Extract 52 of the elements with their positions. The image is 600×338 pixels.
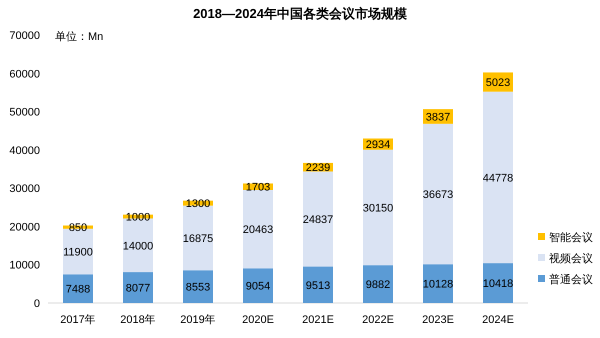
x-tick-label: 2017年 [60, 314, 96, 326]
x-tick-label: 2024E [482, 314, 514, 326]
data-label: 9882 [366, 279, 390, 292]
data-label: 44778 [482, 172, 514, 184]
y-tick-label: 20000 [9, 221, 40, 234]
y-tick-label: 70000 [9, 30, 40, 42]
data-label: 8553 [186, 282, 210, 294]
y-tick-label: 40000 [9, 144, 40, 157]
data-label: 2239 [306, 162, 330, 174]
x-tick-label: 2022E [362, 314, 394, 326]
data-label: 11900 [63, 246, 93, 259]
x-tick-label: 2021E [302, 314, 334, 326]
data-label: 36673 [422, 189, 454, 202]
x-tick-label: 2020E [242, 314, 274, 326]
data-label: 9513 [306, 280, 330, 292]
bar [483, 263, 513, 303]
legend-label: 智能会议 [549, 231, 593, 244]
data-label: 16875 [182, 232, 214, 245]
data-label: 7488 [66, 284, 90, 296]
chart-title: 2018—2024年中国各类会议市场规模 [193, 6, 407, 21]
x-tick-label: 2023E [422, 314, 454, 326]
x-tick-label: 2018年 [120, 314, 156, 326]
bar [423, 124, 453, 264]
data-label: 2934 [366, 139, 390, 152]
y-tick-label: 30000 [9, 183, 40, 196]
bar [303, 266, 333, 303]
bar [483, 92, 513, 264]
bar [303, 171, 333, 267]
y-tick-label: 50000 [9, 106, 40, 119]
bar [243, 190, 273, 268]
data-label: 8077 [126, 282, 150, 295]
data-label: 10128 [422, 278, 454, 291]
bar [363, 265, 393, 303]
bar [363, 150, 393, 266]
x-tick-label: 2019年 [180, 314, 216, 326]
y-tick-label: 10000 [9, 260, 40, 272]
annotation: 单位：Mn [55, 30, 104, 43]
data-label: 20463 [242, 224, 274, 236]
data-label: 5023 [486, 77, 510, 90]
data-label: 10418 [482, 278, 514, 290]
y-tick-label: 60000 [9, 68, 40, 80]
y-tick-label: 0 [34, 298, 40, 310]
bar [183, 206, 213, 270]
bar [423, 264, 453, 303]
data-label: 30150 [362, 202, 394, 214]
data-label: 14000 [122, 240, 154, 252]
data-label: 3837 [426, 111, 450, 124]
data-label: 24837 [302, 214, 334, 226]
legend-label: 视频会议 [549, 252, 593, 265]
bar [123, 272, 153, 303]
legend-label: 普通会议 [549, 273, 593, 286]
data-label: 9054 [246, 280, 270, 293]
